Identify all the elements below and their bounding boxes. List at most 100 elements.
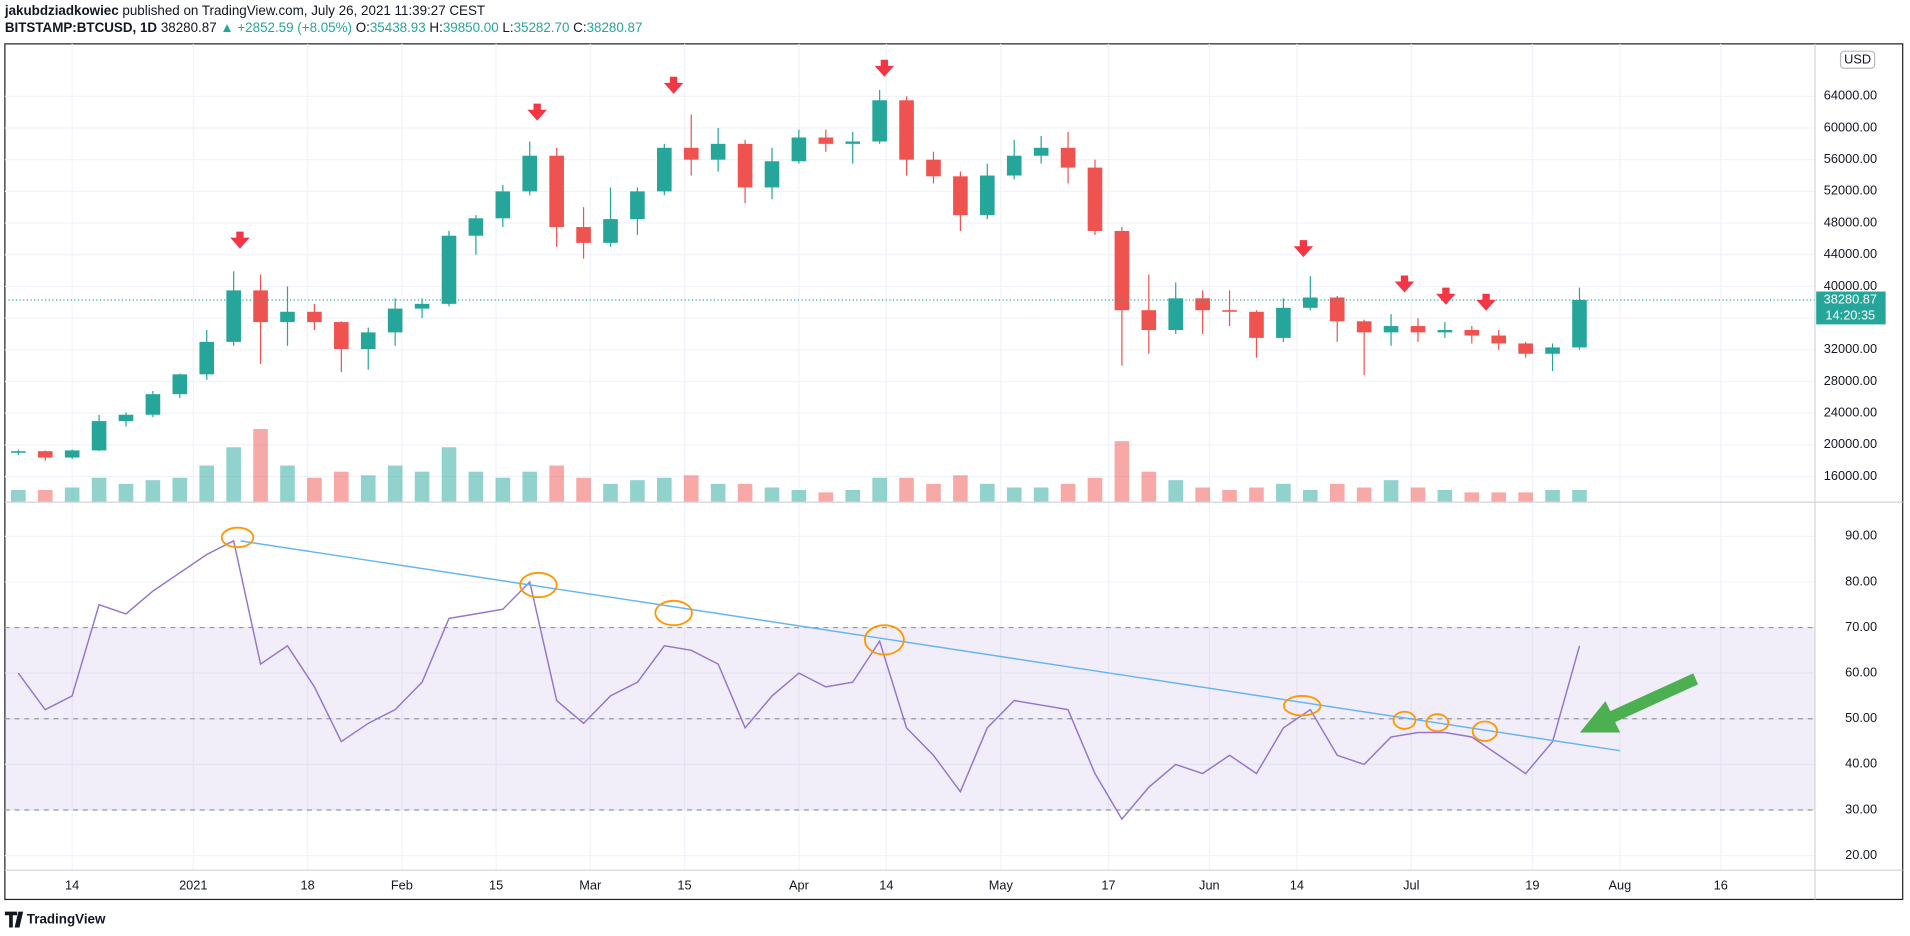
candle-body [307,311,322,323]
x-tick-label: Apr [789,877,810,892]
x-tick-label: Feb [391,877,413,892]
y-tick-label: 56000.00 [1824,151,1877,166]
ohlc-label: C: [573,20,586,35]
candle-body [1329,297,1345,322]
candle-body [280,311,295,323]
volume-bar [387,465,403,503]
candle-body [226,290,241,342]
x-tick-label: Aug [1608,877,1631,892]
candle-body [1114,230,1130,311]
candle-body [710,143,726,160]
x-tick-label: 17 [1101,877,1115,892]
rsi-line [17,539,1581,821]
volume-bar [845,489,861,503]
volume-bar [1572,489,1587,503]
candle-body [1060,147,1076,168]
circle [1282,694,1322,717]
ohlc-label: H: [429,20,442,35]
y-tick-label: 60000.00 [1824,119,1877,134]
ohlc-label: L: [502,20,513,35]
green-arrow [1579,673,1699,733]
logo: TradingView [27,912,106,927]
candle-body [1545,347,1560,354]
volume-bar [280,465,295,503]
grid [4,43,1815,871]
x-tick-label: 14 [65,877,79,892]
y-tick-label: 44000.00 [1824,246,1877,261]
candle-body [630,191,645,220]
arrow [1293,240,1314,258]
arrow [1436,287,1456,305]
volume-bar [657,477,672,503]
x-tick-label: 14 [1290,877,1304,892]
volume-bar [1437,489,1453,503]
y-tick-label: 70.00 [1845,619,1877,634]
volume-bar [1491,492,1507,503]
candle-body [1087,167,1103,231]
x-tick-label: 16 [1714,877,1728,892]
volume-bar [576,477,591,503]
arrow [527,103,547,121]
candle-body [1249,311,1264,338]
change: ▲ +2852.59 (+8.05%) [220,20,352,35]
annotations [220,59,1699,742]
volume-bar [549,465,564,503]
volume-bar [1087,477,1103,503]
candle-body [91,421,107,451]
circle [1425,713,1450,733]
y-tick-label: 16000.00 [1824,468,1877,483]
x-tick-label: Jun [1199,877,1220,892]
arrow [663,76,684,94]
candle-body [64,450,80,458]
volume-bar [899,477,914,503]
countdown: 14:20:35 [1825,307,1875,322]
published: published on TradingView.com, July 26, 2… [122,3,485,18]
volume-bar [603,483,618,503]
candle-body [576,227,591,243]
volume-bar [1518,492,1533,503]
volume-bar [737,483,753,503]
volume-bar [1356,487,1372,503]
candle-body [11,451,26,453]
x-tick-label: May [989,877,1014,892]
candle-body [1518,343,1533,354]
volume-bar [1114,441,1130,503]
circles [220,526,1498,742]
volume-bar [253,429,268,503]
volume-bar [630,480,645,503]
circle [1471,720,1498,742]
volume-bar [226,447,241,503]
circle [863,624,905,656]
ohlc-value: 39850.00 [443,20,499,35]
candle-body [468,218,484,236]
candle-body [1195,298,1210,311]
circle [220,526,255,549]
volume-bar [1383,480,1399,503]
candle-body [1383,326,1399,333]
arrows [230,59,1496,311]
volume-bar [64,487,80,503]
volume-bar [145,480,161,503]
candle-body [37,451,53,458]
circle [1392,710,1417,730]
volume-bar [91,477,107,503]
volume-bar [334,471,349,503]
candle-body [953,176,968,216]
y-tick-label: 30.00 [1845,801,1877,816]
volume-bar [1060,483,1076,503]
last-price-box [1816,291,1886,325]
volume-bar [1276,483,1291,503]
x-tick-label: Jul [1403,877,1419,892]
candle-body [334,322,349,350]
candle-body [845,141,861,144]
volume-bar [764,487,780,503]
arrow [1476,293,1496,311]
candle-body [387,308,403,333]
candle-body [1276,307,1291,338]
ohlc-value: 38280.87 [587,20,643,35]
x-tick-label: 18 [301,877,315,892]
candle-body [603,219,618,243]
currency: USD [1844,52,1871,67]
arrow [1394,275,1415,293]
x-tick-label: 15 [677,877,691,892]
